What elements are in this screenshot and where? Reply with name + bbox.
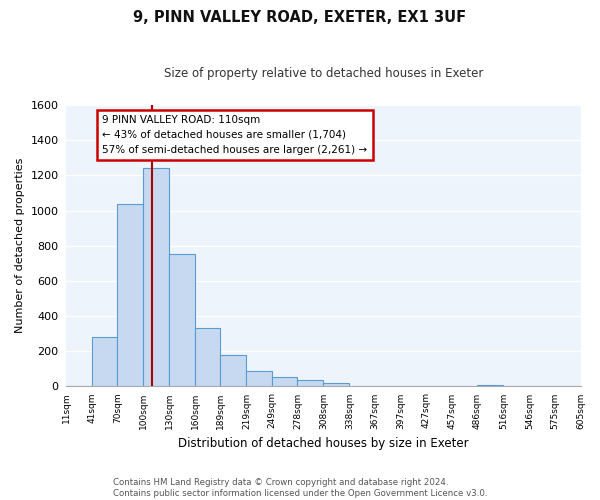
Bar (169, 254, 195, 386)
Bar (220, 356, 247, 386)
Text: 9 PINN VALLEY ROAD: 110sqm
← 43% of detached houses are smaller (1,704)
57% of s: 9 PINN VALLEY ROAD: 110sqm ← 43% of deta… (103, 115, 367, 154)
Text: 9, PINN VALLEY ROAD, EXETER, EX1 3UF: 9, PINN VALLEY ROAD, EXETER, EX1 3UF (133, 10, 467, 25)
Title: Size of property relative to detached houses in Exeter: Size of property relative to detached ho… (164, 68, 483, 80)
Bar (143, 168, 169, 386)
Bar (298, 380, 323, 386)
Bar (195, 328, 220, 386)
Bar (247, 371, 272, 386)
Bar (92, 337, 118, 386)
Y-axis label: Number of detached properties: Number of detached properties (15, 158, 25, 334)
Text: Contains HM Land Registry data © Crown copyright and database right 2024.
Contai: Contains HM Land Registry data © Crown c… (113, 478, 487, 498)
X-axis label: Distribution of detached houses by size in Exeter: Distribution of detached houses by size … (178, 437, 469, 450)
Bar (118, 204, 143, 386)
Bar (323, 384, 349, 386)
Bar (478, 385, 503, 386)
Bar (272, 378, 298, 386)
